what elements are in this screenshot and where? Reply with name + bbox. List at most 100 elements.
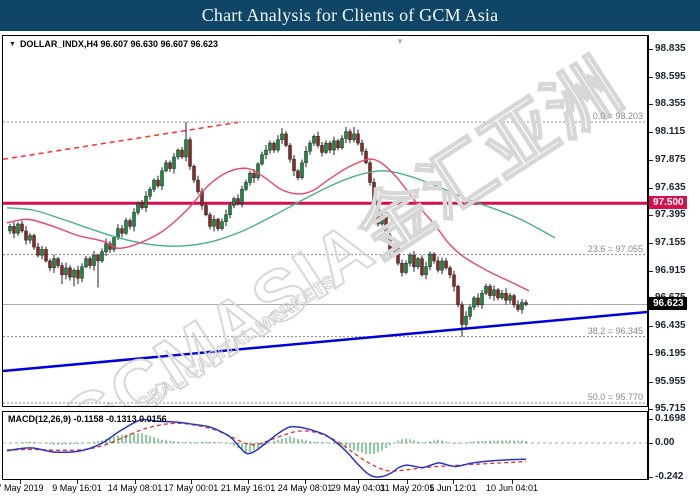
bull-candle: [124, 220, 128, 234]
price-tick: [649, 243, 653, 245]
bull-candle: [164, 162, 168, 172]
price-tick: [649, 353, 653, 355]
upper-dashed-trendline: [3, 121, 239, 161]
symbol-bar: ▼ DOLLAR_INDX,H4 96.607 96.630 96.607 96…: [9, 39, 218, 49]
bear-candle: [364, 150, 368, 164]
bear-candle: [436, 260, 440, 271]
bear-candle: [448, 267, 452, 276]
bear-candle: [504, 293, 508, 301]
bear-candle: [328, 142, 332, 151]
symbol-dropdown-icon[interactable]: ▼: [9, 40, 16, 48]
bull-candle: [404, 263, 408, 273]
time-axis-label: 10 Jun 04:01: [485, 483, 539, 493]
macd-axis-label: 0.1698: [655, 413, 686, 425]
bear-candle: [476, 297, 480, 306]
price-axis-border: [648, 35, 649, 480]
bear-candle: [516, 304, 520, 310]
price-axis-label: 97.155: [655, 237, 686, 249]
bull-candle: [408, 254, 412, 264]
ma-fast-red: [6, 158, 530, 292]
bull-candle: [248, 172, 252, 183]
macd-tick: [649, 443, 653, 444]
time-tick: [135, 480, 136, 484]
bull-candle: [352, 133, 356, 140]
bear-candle: [196, 179, 200, 192]
support-trendline: [3, 310, 647, 373]
price-axis-label: 95.715: [655, 403, 686, 415]
bear-candle: [180, 149, 184, 158]
bull-candle: [148, 189, 152, 197]
bear-candle: [168, 162, 172, 169]
bear-candle: [432, 253, 436, 262]
scroll-anchor-icon: ▼: [396, 37, 404, 46]
macd-main-line: [6, 418, 527, 478]
bull-candle: [136, 202, 140, 213]
bull-candle: [472, 297, 476, 308]
price-tick: [649, 270, 653, 272]
bull-candle: [52, 258, 56, 269]
price-tick: [649, 215, 653, 217]
time-tick: [20, 480, 21, 484]
bull-candle: [224, 214, 228, 222]
bear-candle: [96, 254, 100, 262]
bear-candle: [20, 223, 24, 232]
bull-candle: [8, 226, 12, 232]
macd-chart[interactable]: [3, 412, 647, 479]
bull-candle: [492, 289, 496, 296]
bull-candle: [232, 198, 236, 206]
bull-candle: [312, 135, 316, 144]
bull-candle: [340, 138, 344, 149]
bull-candle: [16, 223, 20, 234]
price-tick: [649, 187, 653, 189]
time-axis-label: 5 Jun 12:01: [429, 483, 477, 493]
bear-candle: [252, 172, 256, 179]
bear-candle: [208, 214, 212, 227]
bear-candle: [288, 145, 292, 160]
price-axis-label: 97.395: [655, 209, 686, 221]
bear-candle: [488, 286, 492, 296]
time-axis-label: 7 May 2019: [0, 483, 44, 493]
bear-candle: [496, 289, 500, 299]
bear-candle: [32, 235, 36, 248]
bear-candle: [188, 139, 192, 167]
time-axis-label: 24 May 08:01: [277, 483, 333, 493]
bull-candle: [28, 235, 32, 241]
bull-candle: [480, 293, 484, 306]
candlestick-chart[interactable]: [3, 36, 647, 406]
bull-candle: [256, 163, 260, 179]
price-tick: [649, 76, 653, 78]
time-tick: [191, 480, 192, 484]
bull-candle: [500, 293, 504, 299]
bull-candle: [308, 142, 312, 152]
bear-candle: [444, 260, 448, 269]
bull-candle: [84, 258, 88, 267]
bull-candle: [304, 150, 308, 164]
bull-candle: [80, 266, 84, 279]
bear-candle: [400, 263, 404, 273]
bull-candle: [132, 212, 136, 227]
fib-level-label: 38.2 = 96.345: [587, 325, 643, 336]
bull-candle: [72, 269, 76, 278]
bull-candle: [344, 131, 348, 139]
price-axis-label: 98.355: [655, 98, 686, 110]
bull-candle: [464, 316, 468, 325]
bull-candle: [212, 219, 216, 227]
main-chart-pane[interactable]: GCMASIA金汇亚洲 © GLOBAL CAPITAL MARKETS 0.0…: [2, 35, 648, 407]
time-axis-label: 21 May 16:01: [220, 483, 276, 493]
bear-candle: [420, 258, 424, 276]
bear-candle: [44, 249, 48, 262]
bull-candle: [300, 162, 304, 179]
price-tick: [649, 104, 653, 106]
price-tick: [649, 381, 653, 383]
title-bar: Chart Analysis for Clients of GCM Asia: [0, 0, 700, 31]
macd-indicator-pane[interactable]: MACD(12,26,9) -0.1158 -0.1313 0.0156: [2, 411, 648, 480]
time-tick: [407, 480, 408, 484]
bull-candle: [220, 221, 224, 229]
bull-candle: [268, 142, 272, 151]
bull-candle: [160, 170, 164, 187]
bull-candle: [116, 228, 120, 239]
bear-candle: [24, 230, 28, 241]
bull-candle: [184, 139, 188, 158]
bull-candle: [276, 139, 280, 151]
